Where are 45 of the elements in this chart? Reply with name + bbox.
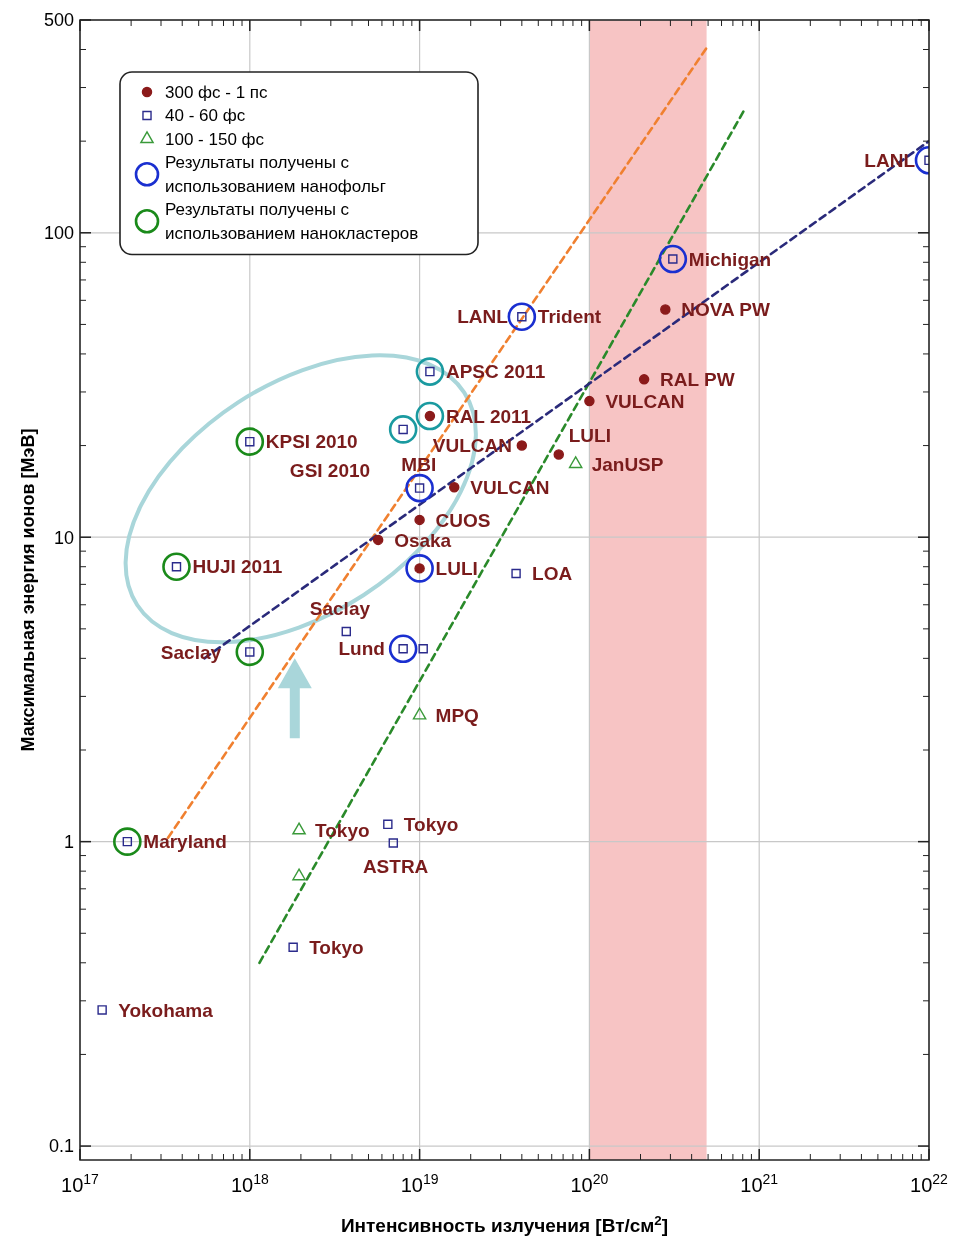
- annotation: MPQ: [435, 704, 479, 726]
- annotation: RAL PW: [660, 369, 735, 391]
- x-tick-label: 10$^{17}$: [61, 1171, 100, 1196]
- y-tick-label: 500: [43, 10, 74, 31]
- y-tick-label: 100: [43, 223, 74, 244]
- annotation: Yokohama: [118, 999, 214, 1021]
- annotation: ASTRA: [362, 856, 429, 878]
- annotation: JanUSP: [591, 453, 664, 475]
- y-tick-label: 10: [53, 527, 74, 548]
- annotation: LANL: [457, 306, 509, 328]
- annotation: VULCAN: [605, 390, 685, 412]
- annotation: MBI: [401, 454, 437, 476]
- x-tick-label: 10$^{20}$: [570, 1171, 609, 1196]
- y-tick-label: 0.1: [48, 1136, 74, 1157]
- legend-label: Результаты получены с использованием нанофольг: [165, 153, 386, 196]
- legend-label: 100 - 150 фс: [165, 129, 265, 149]
- x-tick-label: 10$^{22}$: [910, 1171, 949, 1196]
- annotation: Michigan: [688, 248, 772, 270]
- annotation: Lund: [338, 638, 385, 660]
- x-tick-label: 10$^{18}$: [230, 1171, 269, 1196]
- y-axis-title: Максимальная энергия ионов [МэВ]: [18, 428, 38, 752]
- legend-label: 300 фс - 1 пс: [165, 82, 269, 102]
- annotation: Trident: [537, 306, 602, 328]
- annotation: KPSI 2010: [265, 431, 358, 453]
- legend-label: 40 - 60 фс: [165, 106, 246, 126]
- annotation: HUJI 2011: [192, 556, 283, 578]
- annotation: Tokyo: [309, 936, 364, 958]
- annotation: Osaka: [394, 529, 452, 551]
- annotation: CUOS: [435, 509, 491, 531]
- x-tick-label: 10$^{19}$: [400, 1171, 439, 1196]
- annotation: RAL 2011: [445, 405, 532, 427]
- annotation: GSI 2010: [289, 459, 371, 481]
- annotation: Tokyo: [315, 819, 370, 841]
- annotation: Tokyo: [403, 813, 459, 835]
- y-tick-label: 1: [63, 831, 74, 852]
- annotation: LULI: [435, 558, 478, 580]
- annotation: LULI: [568, 424, 611, 446]
- annotation: VULCAN: [470, 476, 550, 498]
- legend-label: Результаты получены с использованием нанокластеров: [165, 200, 419, 243]
- annotation: Saclay: [309, 597, 371, 619]
- annotation: Maryland: [143, 831, 227, 853]
- annotation: APSC 2011: [445, 361, 546, 383]
- annotation: LOA: [532, 563, 573, 585]
- x-axis-title: Интенсивность излучения [Вт/см$^{2}$]: [340, 1212, 669, 1236]
- x-tick-label: 10$^{21}$: [740, 1171, 779, 1196]
